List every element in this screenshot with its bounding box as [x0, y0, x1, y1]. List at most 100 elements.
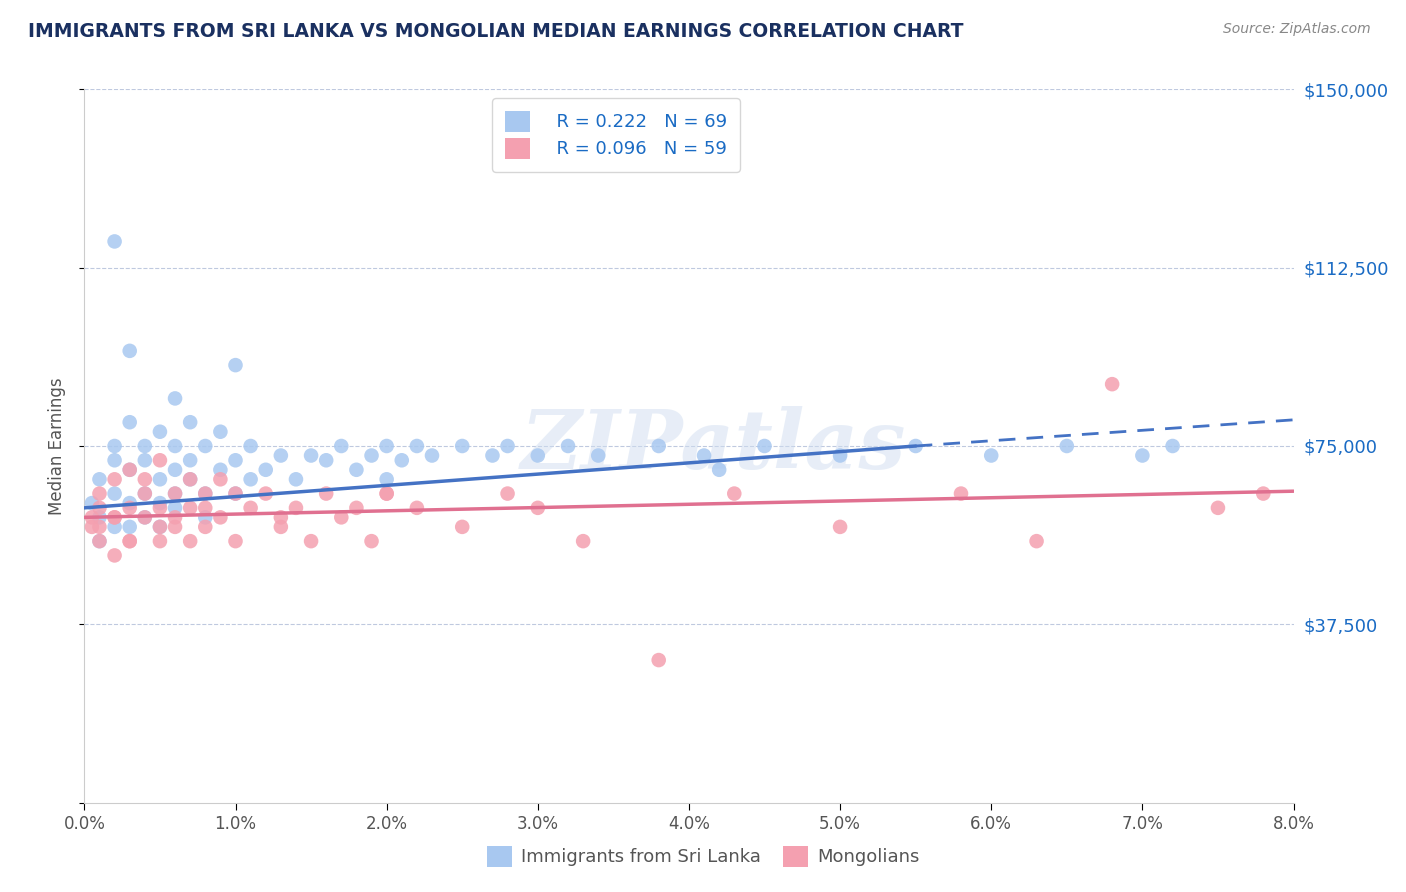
- Point: [239, 500, 262, 515]
- Point: [225, 534, 247, 549]
- Point: [134, 472, 156, 486]
- Point: [149, 500, 172, 515]
- Text: ZIPatlas: ZIPatlas: [520, 406, 905, 486]
- Point: [165, 486, 187, 500]
- Point: [134, 453, 156, 467]
- Point: [89, 510, 111, 524]
- Point: [648, 439, 671, 453]
- Point: [527, 500, 550, 515]
- Point: [149, 425, 172, 439]
- Point: [118, 343, 141, 358]
- Point: [285, 472, 308, 486]
- Point: [346, 463, 368, 477]
- Point: [980, 449, 1002, 463]
- Point: [451, 439, 474, 453]
- Point: [648, 653, 671, 667]
- Point: [406, 500, 429, 515]
- Point: [420, 449, 443, 463]
- Point: [104, 439, 127, 453]
- Point: [527, 449, 550, 463]
- Point: [239, 472, 262, 486]
- Point: [89, 472, 111, 486]
- Point: [179, 472, 201, 486]
- Point: [89, 520, 111, 534]
- Point: [225, 486, 247, 500]
- Point: [299, 449, 322, 463]
- Point: [496, 439, 519, 453]
- Point: [194, 510, 217, 524]
- Point: [375, 486, 398, 500]
- Point: [194, 486, 217, 500]
- Point: [118, 463, 141, 477]
- Point: [134, 510, 156, 524]
- Point: [225, 486, 247, 500]
- Point: [104, 520, 127, 534]
- Point: [165, 500, 187, 515]
- Point: [375, 486, 398, 500]
- Point: [194, 520, 217, 534]
- Point: [134, 486, 156, 500]
- Point: [165, 439, 187, 453]
- Point: [496, 486, 519, 500]
- Point: [179, 453, 201, 467]
- Point: [80, 496, 103, 510]
- Point: [209, 425, 232, 439]
- Point: [149, 520, 172, 534]
- Point: [830, 520, 852, 534]
- Point: [225, 453, 247, 467]
- Point: [104, 510, 127, 524]
- Point: [588, 449, 610, 463]
- Point: [950, 486, 973, 500]
- Point: [1025, 534, 1047, 549]
- Point: [346, 500, 368, 515]
- Point: [709, 463, 731, 477]
- Point: [209, 510, 232, 524]
- Point: [179, 415, 201, 429]
- Point: [194, 439, 217, 453]
- Point: [149, 472, 172, 486]
- Point: [179, 500, 201, 515]
- Point: [315, 486, 337, 500]
- Point: [1056, 439, 1078, 453]
- Point: [165, 463, 187, 477]
- Point: [1132, 449, 1154, 463]
- Point: [80, 520, 103, 534]
- Y-axis label: Median Earnings: Median Earnings: [48, 377, 66, 515]
- Point: [118, 463, 141, 477]
- Point: [209, 463, 232, 477]
- Point: [118, 500, 141, 515]
- Point: [89, 534, 111, 549]
- Point: [104, 510, 127, 524]
- Point: [134, 439, 156, 453]
- Point: [557, 439, 579, 453]
- Point: [451, 520, 474, 534]
- Point: [693, 449, 716, 463]
- Point: [118, 415, 141, 429]
- Point: [194, 486, 217, 500]
- Point: [165, 486, 187, 500]
- Point: [134, 510, 156, 524]
- Point: [481, 449, 503, 463]
- Point: [149, 496, 172, 510]
- Point: [165, 520, 187, 534]
- Point: [149, 453, 172, 467]
- Point: [104, 235, 127, 249]
- Point: [254, 463, 277, 477]
- Point: [1161, 439, 1184, 453]
- Point: [360, 449, 382, 463]
- Point: [118, 534, 141, 549]
- Point: [225, 358, 247, 372]
- Point: [89, 534, 111, 549]
- Point: [330, 439, 353, 453]
- Point: [830, 449, 852, 463]
- Point: [406, 439, 429, 453]
- Point: [315, 453, 337, 467]
- Point: [104, 486, 127, 500]
- Point: [270, 449, 292, 463]
- Point: [179, 534, 201, 549]
- Point: [270, 520, 292, 534]
- Text: IMMIGRANTS FROM SRI LANKA VS MONGOLIAN MEDIAN EARNINGS CORRELATION CHART: IMMIGRANTS FROM SRI LANKA VS MONGOLIAN M…: [28, 22, 963, 41]
- Point: [299, 534, 322, 549]
- Point: [118, 520, 141, 534]
- Point: [209, 472, 232, 486]
